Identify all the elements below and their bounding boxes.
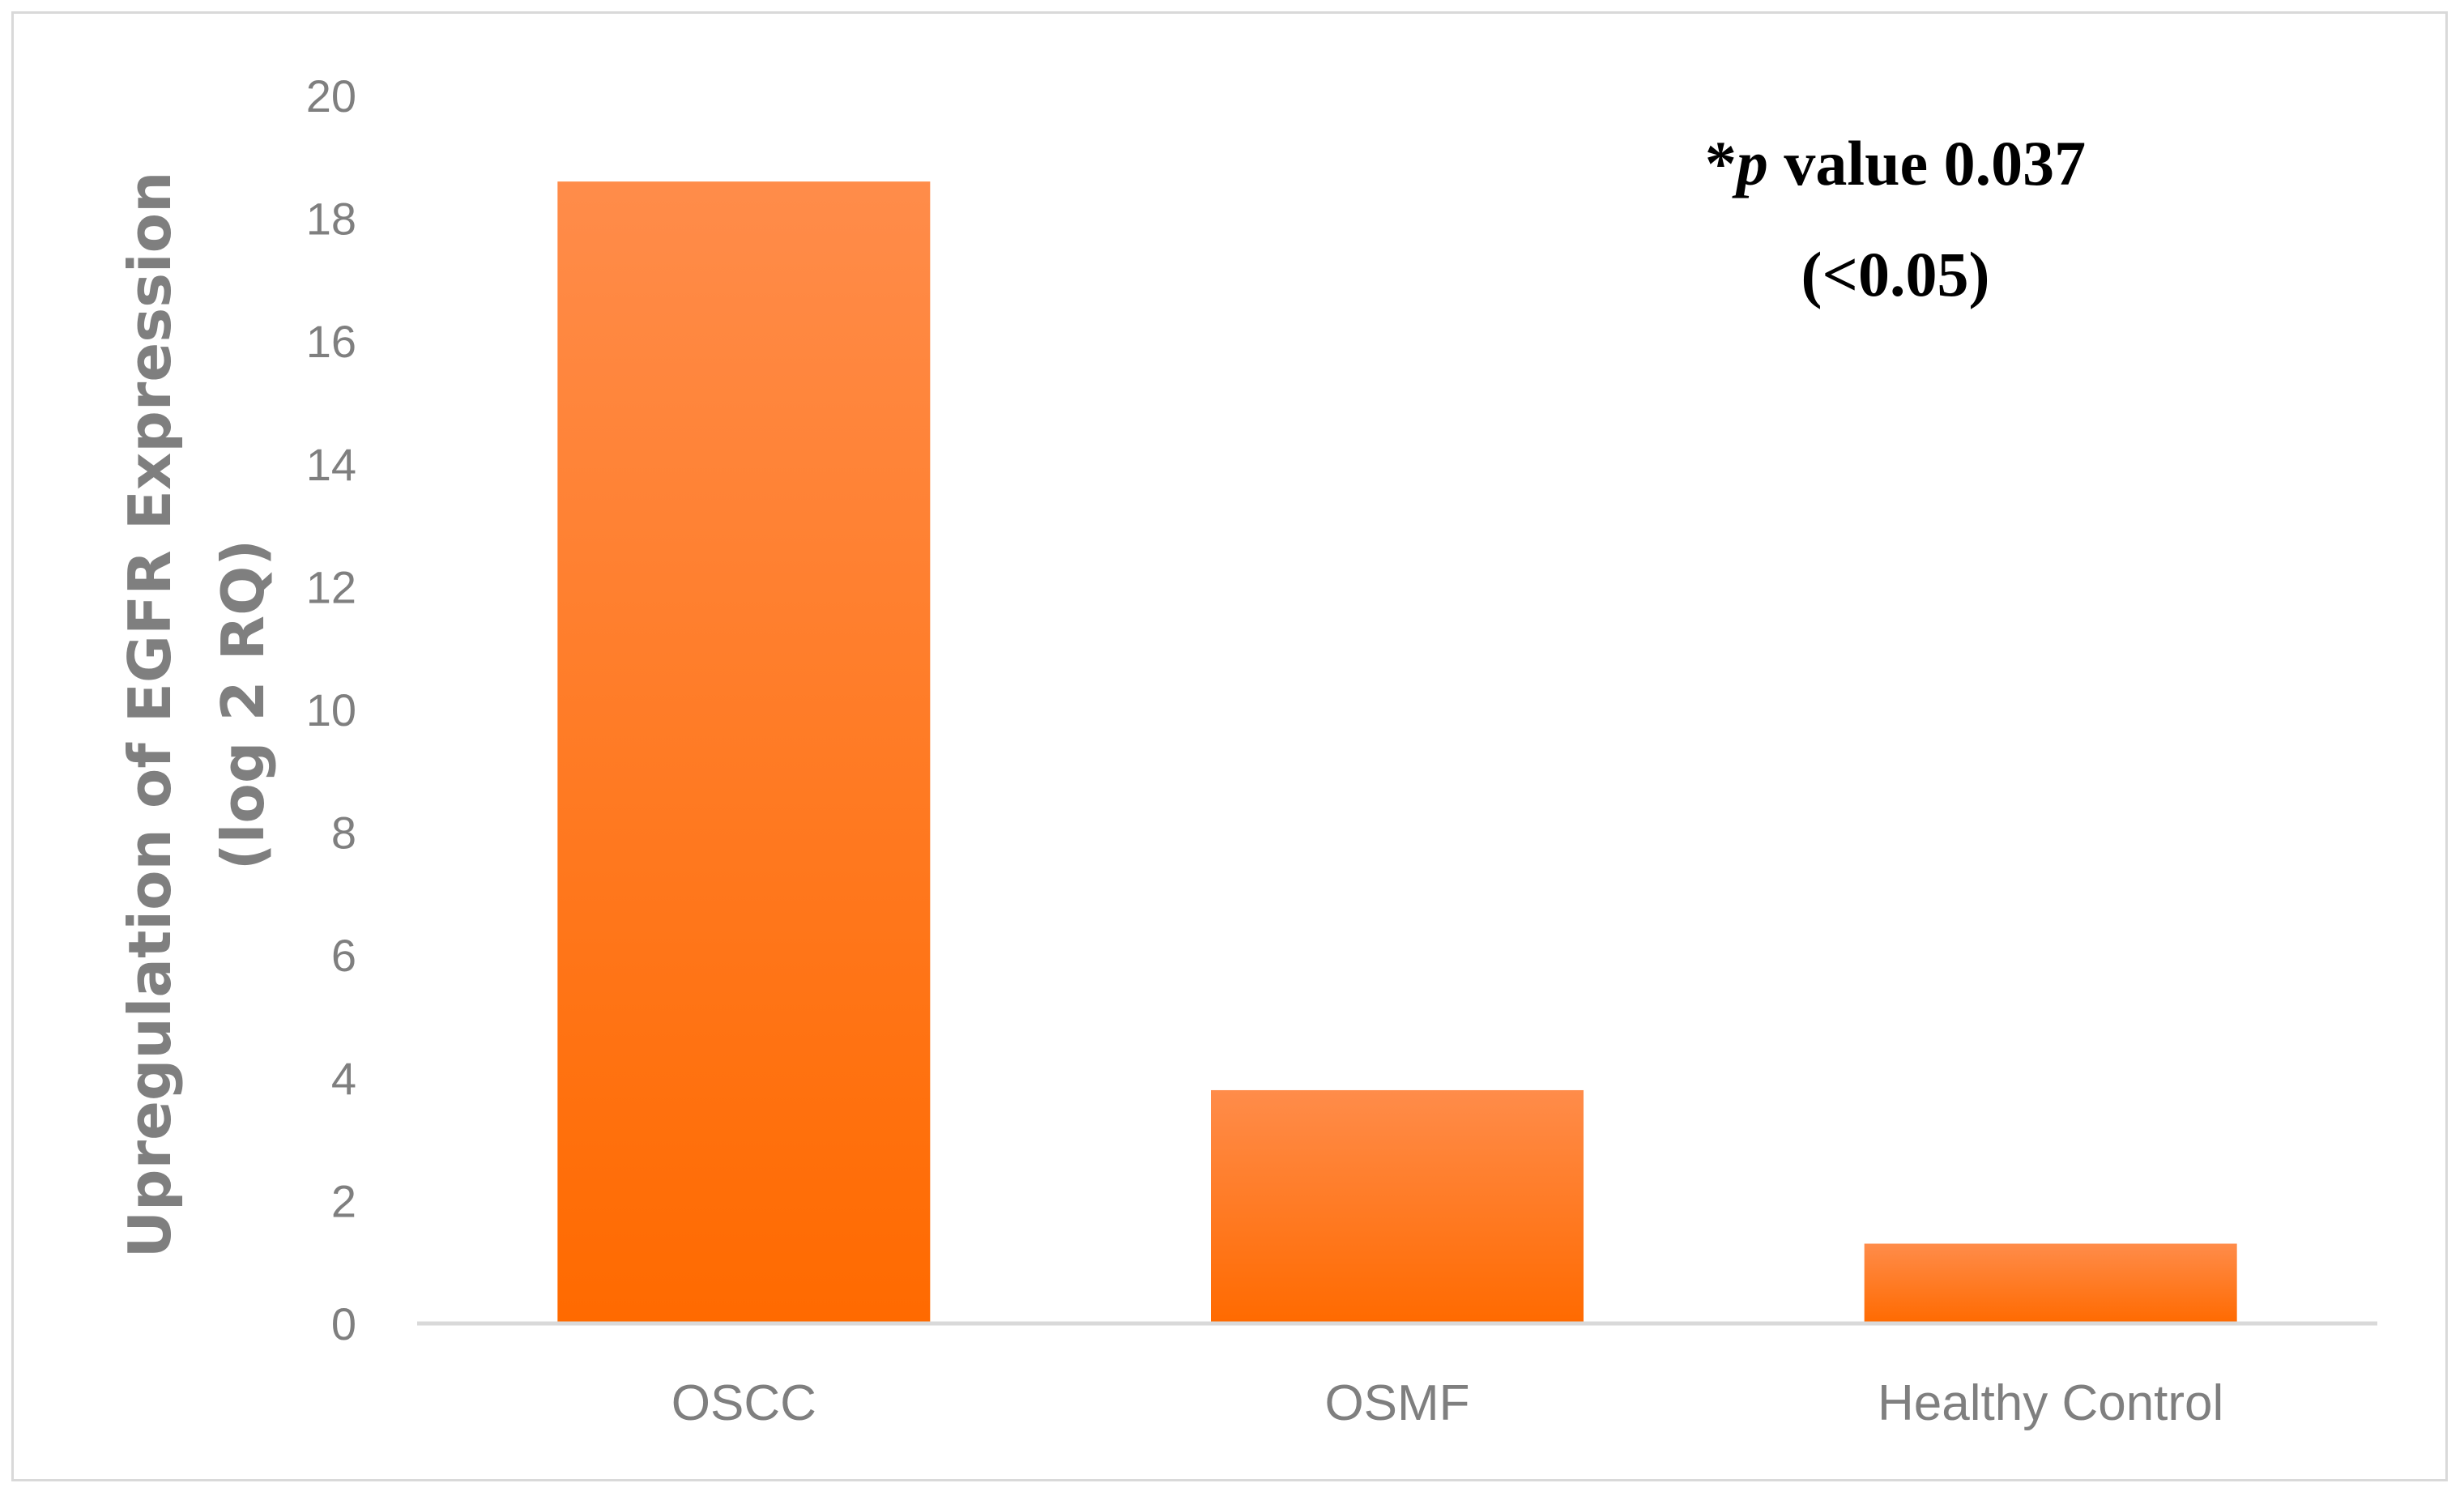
bar-osmf xyxy=(1211,1089,1584,1323)
y-tick-label: 12 xyxy=(306,561,356,612)
x-category-label: Healthy Control xyxy=(1878,1375,2223,1431)
y-axis-ticks: 0 2 4 6 8 10 12 14 16 18 20 xyxy=(306,70,356,1349)
bar-oscc xyxy=(557,181,931,1323)
y-tick-label: 4 xyxy=(331,1053,356,1104)
y-tick-label: 18 xyxy=(306,194,356,245)
y-axis-label: Upregulation of EGFR Expression (log 2 R… xyxy=(116,151,277,1259)
p-value-annotation: *p value 0.037 xyxy=(1705,128,2086,198)
annotation-rest: value 0.037 xyxy=(1768,128,2086,198)
y-tick-label: 6 xyxy=(331,930,356,981)
y-tick-label: 2 xyxy=(331,1175,356,1226)
y-tick-label: 14 xyxy=(306,439,356,490)
y-tick-label: 16 xyxy=(306,316,356,367)
y-tick-label: 0 xyxy=(331,1298,356,1349)
p-threshold-annotation: (<0.05) xyxy=(1801,239,1990,309)
y-tick-label: 20 xyxy=(306,70,356,121)
y-tick-label: 8 xyxy=(331,808,356,859)
x-axis-categories: OSCC OSMF Healthy Control xyxy=(671,1375,2224,1431)
y-axis-label-line1: Upregulation of EGFR Expression xyxy=(116,172,184,1259)
y-tick-label: 10 xyxy=(306,684,356,735)
x-category-label: OSMF xyxy=(1324,1375,1469,1431)
x-category-label: OSCC xyxy=(671,1375,816,1431)
y-axis-label-line2: (log 2 RQ) xyxy=(209,539,277,870)
bar-healthy-control xyxy=(1864,1243,2237,1323)
annotation-p: p xyxy=(1732,128,1768,198)
annotation-star: * xyxy=(1705,128,1737,198)
bars xyxy=(557,181,2237,1323)
